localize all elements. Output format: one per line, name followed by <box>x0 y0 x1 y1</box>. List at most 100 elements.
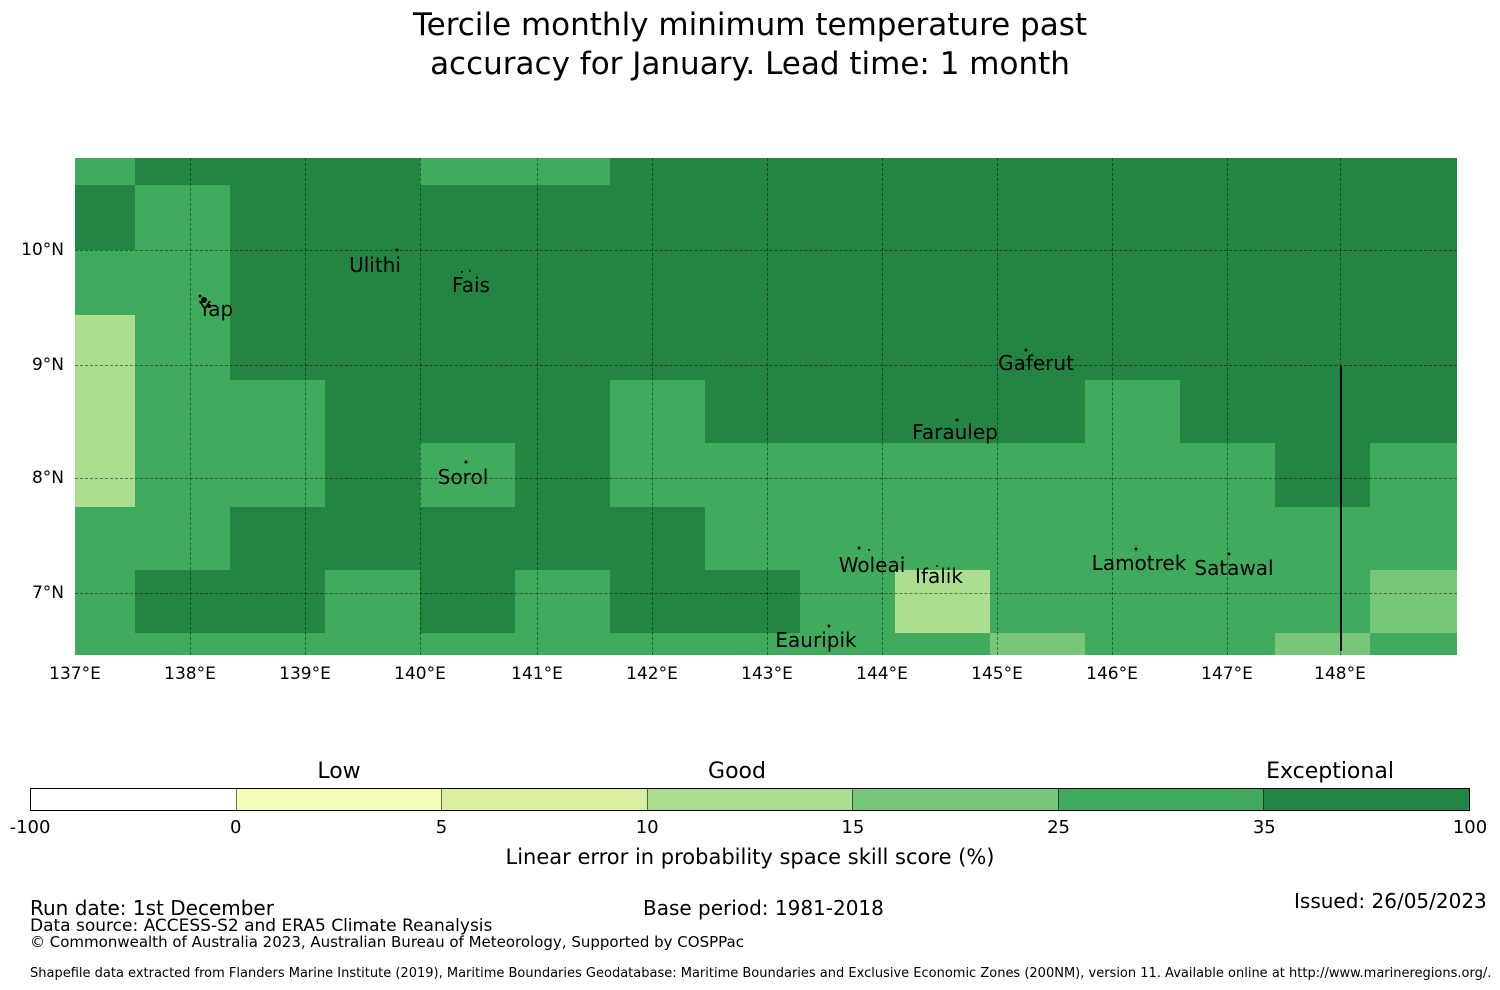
map-cell <box>990 185 1085 250</box>
longitude-gridline <box>420 158 421 655</box>
map-cell <box>990 380 1085 443</box>
y-axis-tick-label: 10°N <box>21 240 64 260</box>
colorbar-tick-label: 25 <box>1047 817 1071 838</box>
island-marker-icon <box>868 549 870 551</box>
x-axis-tick-label: 146°E <box>1086 664 1138 684</box>
island-marker-icon <box>1024 348 1028 352</box>
map-cell <box>230 158 325 185</box>
x-axis-tick-label: 143°E <box>741 664 793 684</box>
map-cell <box>325 507 420 570</box>
island-label-faraulep: Faraulep <box>912 420 998 444</box>
meridian-annotation-line <box>1340 366 1342 651</box>
map-cell <box>1180 380 1275 443</box>
colorbar-tick-label: 0 <box>229 817 242 838</box>
title-line-2: accuracy for January. Lead time: 1 month <box>430 46 1070 82</box>
map-cell <box>705 507 800 570</box>
map-cell <box>515 158 610 185</box>
map-cell <box>325 380 420 443</box>
map-cell <box>895 570 990 633</box>
map-cell <box>1275 507 1370 570</box>
longitude-gridline <box>997 158 998 655</box>
map-cell <box>75 570 135 633</box>
map-cell <box>1275 185 1370 250</box>
map-cell <box>135 158 230 185</box>
latitude-gridline <box>75 250 1457 251</box>
y-axis-tick-label: 8°N <box>31 468 64 488</box>
colorbar <box>30 788 1470 811</box>
island-label-lamotrek: Lamotrek <box>1091 551 1187 575</box>
island-label-sorol: Sorol <box>437 465 489 489</box>
colorbar-segment <box>852 789 1058 810</box>
colorbar-category-exceptional: Exceptional <box>1266 759 1394 784</box>
y-axis-tick-label: 9°N <box>31 355 64 375</box>
map-cell <box>135 380 230 443</box>
map-cell <box>1275 315 1370 380</box>
map-cell <box>230 185 325 250</box>
colorbar-segment <box>31 789 236 810</box>
map-cell <box>895 158 990 185</box>
title-line-1: Tercile monthly minimum temperature past <box>412 7 1088 43</box>
map-cell <box>75 315 135 380</box>
map-cell <box>515 315 610 380</box>
map-cell <box>610 507 705 570</box>
map-cell <box>1275 158 1370 185</box>
map-cell <box>135 443 230 507</box>
map-cell <box>135 250 230 315</box>
map-cell <box>800 507 895 570</box>
map-cell <box>990 158 1085 185</box>
latitude-gridline <box>75 365 1457 366</box>
map-cell <box>800 633 895 655</box>
island-label-ulithi: Ulithi <box>349 253 401 277</box>
map-cell <box>610 633 705 655</box>
issued-date-text: Issued: 26/05/2023 <box>1294 889 1487 913</box>
map-cell <box>990 633 1085 655</box>
map-cell <box>1370 380 1457 443</box>
map-cell <box>610 443 705 507</box>
map-cell <box>990 507 1085 570</box>
map-cell <box>75 250 135 315</box>
map-cell <box>1370 250 1457 315</box>
longitude-gridline <box>1112 158 1113 655</box>
map-cell <box>230 443 325 507</box>
map-cell <box>1370 570 1457 633</box>
map-cell <box>1370 443 1457 507</box>
x-axis-tick-label: 137°E <box>49 664 101 684</box>
island-marker-icon <box>955 418 959 422</box>
map-cell <box>325 633 420 655</box>
island-marker-icon <box>201 297 207 303</box>
map-cell <box>895 633 990 655</box>
map-cell <box>230 633 325 655</box>
colorbar-tick-label: 35 <box>1252 817 1276 838</box>
map-cell <box>325 250 420 315</box>
map-cell <box>1085 250 1180 315</box>
map-plot: Ulithi Fais Yap Gaferut Faraulep Sorol Woleai I… <box>75 158 1457 655</box>
map-cell <box>515 250 610 315</box>
island-marker-icon <box>857 546 861 550</box>
map-cell <box>705 158 800 185</box>
map-cell <box>895 250 990 315</box>
colorbar-segment <box>646 789 853 810</box>
map-cell <box>420 633 515 655</box>
colorbar-tick-label: -100 <box>9 817 51 838</box>
map-cell <box>230 570 325 633</box>
map-cell <box>1180 158 1275 185</box>
map-cell <box>610 250 705 315</box>
map-cell <box>230 315 325 380</box>
map-cell <box>515 443 610 507</box>
map-cell <box>1085 185 1180 250</box>
x-axis-tick-label: 148°E <box>1314 664 1366 684</box>
x-axis-tick-label: 145°E <box>971 664 1023 684</box>
island-marker-icon <box>207 304 211 308</box>
map-cell <box>800 380 895 443</box>
map-cell <box>1085 158 1180 185</box>
map-cell <box>800 185 895 250</box>
map-cell <box>1370 315 1457 380</box>
map-cell <box>515 380 610 443</box>
map-cell <box>1180 315 1275 380</box>
map-cell <box>325 158 420 185</box>
map-cell <box>800 570 895 633</box>
colorbar-segment <box>1263 789 1470 810</box>
map-cell <box>135 315 230 380</box>
map-cell <box>610 315 705 380</box>
map-cell <box>1085 633 1180 655</box>
